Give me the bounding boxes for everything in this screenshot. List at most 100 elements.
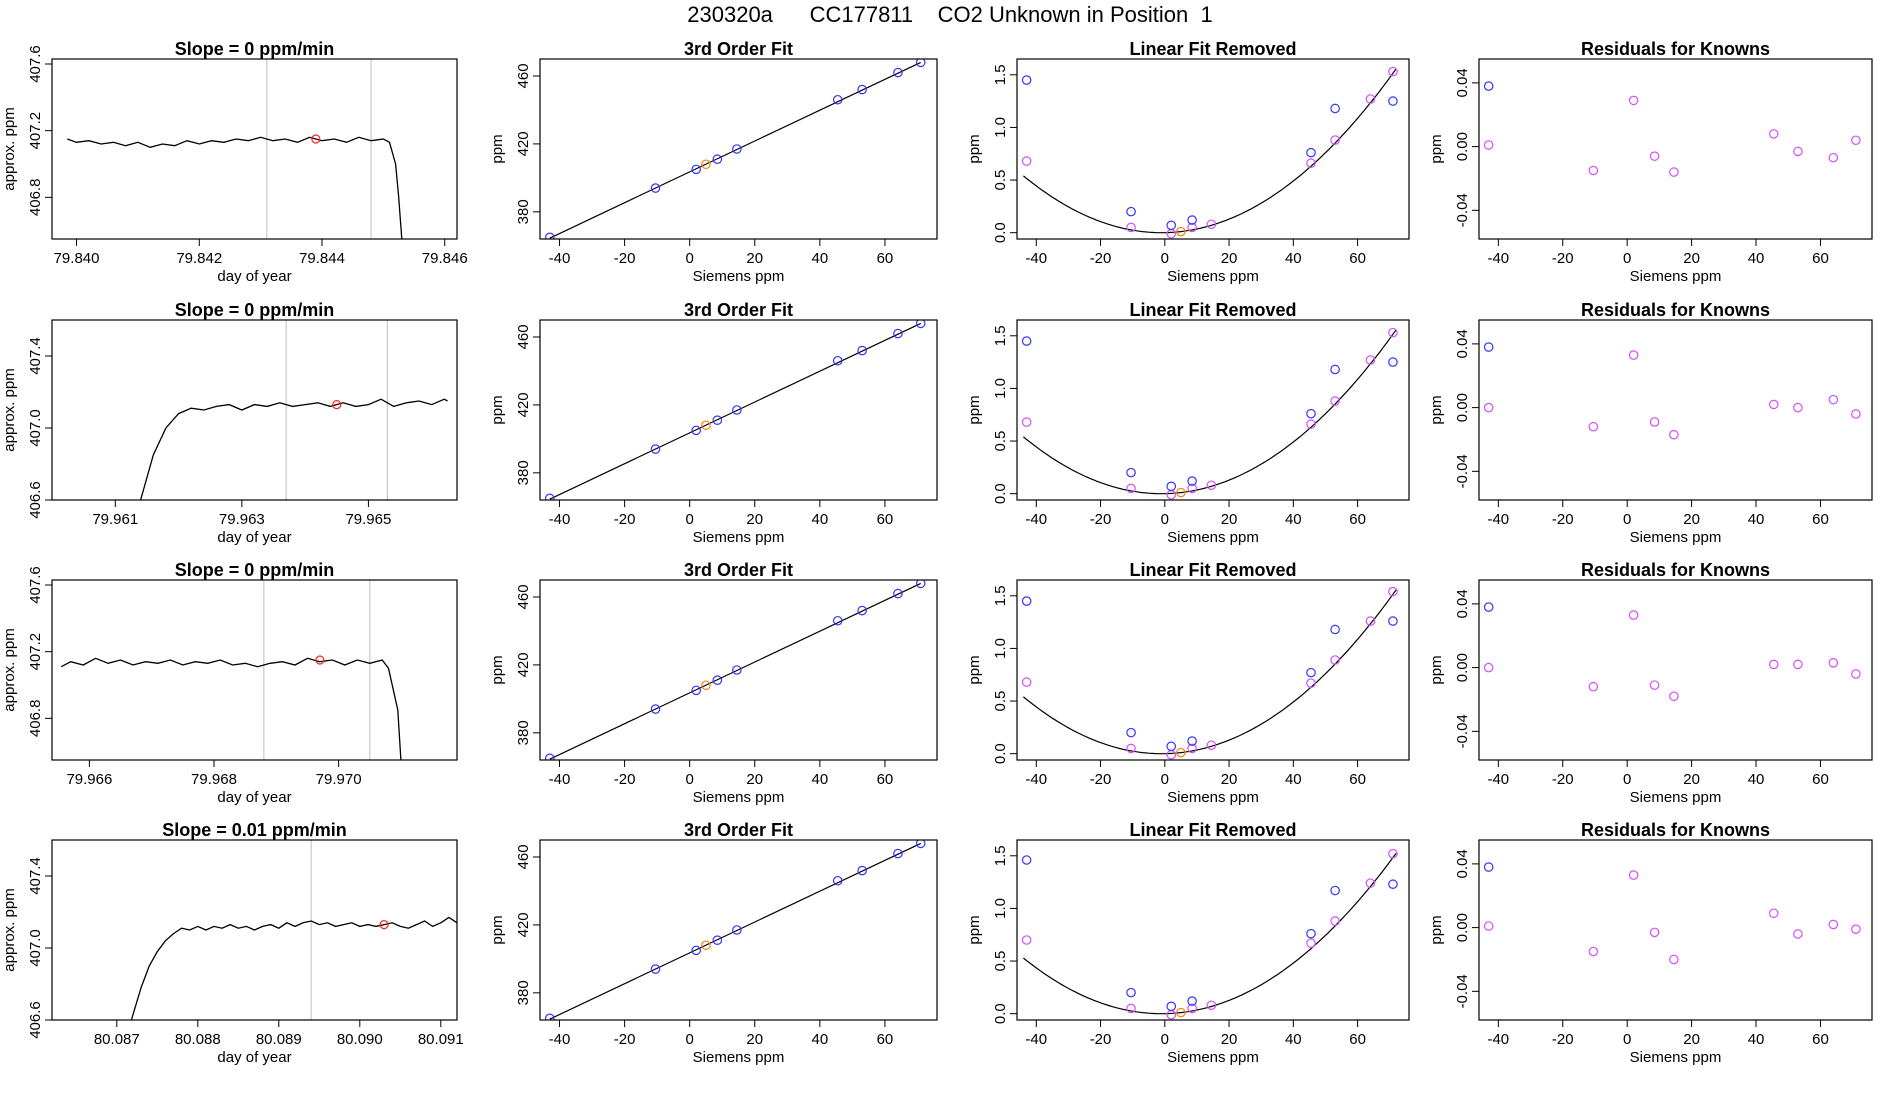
known-point [857, 605, 867, 616]
y-axis-label: ppm [489, 134, 506, 163]
x-tick-label: 79.842 [176, 250, 222, 267]
x-tick-label: 60 [1349, 511, 1366, 528]
known-point-blue [1388, 96, 1398, 106]
x-tick-label: 40 [1285, 250, 1302, 267]
known-point-magenta [1126, 1003, 1136, 1014]
y-axis-label: approx. ppm [1, 888, 18, 971]
fit-line [549, 842, 921, 1020]
known-point [732, 144, 742, 154]
fit-line [549, 322, 921, 500]
known-point [691, 425, 701, 436]
x-tick-label: 79.963 [219, 511, 265, 528]
mean-point [315, 655, 325, 665]
panel-3-1: 3rd Order Fit -40 -20 0 20 40 60 380 420 460 Sieme… [489, 820, 938, 1066]
known-point-magenta [1187, 1003, 1197, 1014]
known-point-blue [1483, 342, 1494, 352]
x-tick-label: -40 [1487, 771, 1509, 788]
x-axis-label: Siemens ppm [1630, 268, 1722, 285]
x-axis-label: Siemens ppm [1167, 1049, 1259, 1066]
known-point-magenta [1166, 749, 1177, 760]
known-point-magenta [1828, 394, 1839, 405]
plot-area [1483, 342, 1861, 440]
x-tick-label: 20 [746, 511, 763, 528]
x-tick-label: -40 [1025, 1031, 1047, 1048]
y-tick-label: 0.00 [1454, 653, 1471, 682]
mean-point [379, 919, 389, 930]
y-tick-label: 0.0 [992, 1003, 1009, 1024]
y-tick-label: 1.5 [992, 325, 1009, 346]
x-tick-label: 0 [686, 511, 694, 528]
series-line [60, 657, 402, 760]
known-point [691, 685, 701, 696]
x-tick-label: 0 [1623, 250, 1631, 267]
x-tick-label: 79.961 [92, 511, 138, 528]
known-point-magenta [1483, 921, 1494, 931]
plot-frame [1478, 58, 1873, 240]
x-tick-label: 79.840 [54, 250, 100, 267]
y-tick-label: 460 [515, 63, 532, 88]
x-tick-label: 0 [1623, 1031, 1631, 1048]
x-tick-label: 79.846 [422, 250, 468, 267]
y-tick-label: 1.5 [992, 845, 1009, 866]
known-point-magenta [1483, 140, 1494, 150]
unknown-point [701, 420, 711, 431]
mean-point [332, 400, 342, 410]
known-point [691, 945, 701, 956]
y-axis-label: ppm [966, 134, 983, 163]
x-tick-label: -20 [1090, 771, 1112, 788]
x-axis-label: day of year [217, 529, 291, 546]
y-tick-label: 380 [515, 460, 532, 485]
y-tick-label: 380 [515, 980, 532, 1005]
unknown-point [701, 940, 711, 951]
known-point [893, 328, 903, 339]
known-point-blue [1330, 885, 1340, 896]
known-point [650, 444, 661, 454]
known-point-magenta [1306, 678, 1316, 688]
x-tick-label: 80.090 [337, 1031, 383, 1048]
x-tick-label: -20 [1552, 771, 1574, 788]
known-point-magenta [1768, 908, 1779, 919]
y-axis-label: ppm [1428, 134, 1445, 163]
plot-frame [51, 579, 458, 761]
x-tick-label: 0 [686, 1031, 694, 1048]
known-point-magenta [1365, 616, 1376, 626]
panel-title: 3rd Order Fit [684, 300, 793, 320]
y-tick-label: 380 [515, 199, 532, 224]
x-tick-label: -40 [1487, 1031, 1509, 1048]
x-axis-label: Siemens ppm [1167, 789, 1259, 806]
panel-title: 3rd Order Fit [684, 820, 793, 840]
y-axis-label: approx. ppm [1, 628, 18, 711]
panel-title: 3rd Order Fit [684, 560, 793, 580]
plot-frame [539, 579, 938, 761]
x-tick-label: -20 [614, 1031, 636, 1048]
y-axis-label: ppm [1428, 395, 1445, 424]
y-tick-label: 0.04 [1454, 849, 1471, 878]
panel-1-0: Slope = 0 ppm/min 79.961 79.963 79.965 406.6… [1, 300, 458, 546]
x-tick-label: 20 [746, 771, 763, 788]
known-point [544, 493, 555, 500]
known-point-magenta [1021, 935, 1032, 945]
known-point [832, 355, 843, 366]
known-point [857, 84, 867, 95]
y-tick-label: 406.8 [27, 179, 44, 217]
y-tick-label: 407.2 [27, 112, 44, 150]
y-tick-label: 0.0 [992, 743, 1009, 764]
unknown-point [701, 680, 711, 691]
known-point-magenta [1851, 409, 1861, 419]
panel-2-0: Slope = 0 ppm/min 79.966 79.968 79.970 406.8… [1, 560, 458, 806]
known-point-magenta [1365, 94, 1376, 104]
y-axis-label: approx. ppm [1, 368, 18, 451]
x-axis-label: Siemens ppm [1630, 529, 1722, 546]
known-point-blue [1388, 357, 1398, 367]
known-point-magenta [1628, 610, 1639, 620]
known-point-magenta [1793, 659, 1803, 670]
known-point [732, 665, 742, 675]
plot-frame [539, 58, 938, 240]
panel-title: Linear Fit Removed [1129, 820, 1296, 840]
x-axis-label: Siemens ppm [1630, 1049, 1722, 1066]
known-point [712, 675, 723, 685]
known-point-magenta [1306, 938, 1316, 948]
x-tick-label: 40 [1748, 250, 1765, 267]
known-point-magenta [1365, 878, 1376, 888]
panel-title: Slope = 0.01 ppm/min [162, 820, 347, 840]
